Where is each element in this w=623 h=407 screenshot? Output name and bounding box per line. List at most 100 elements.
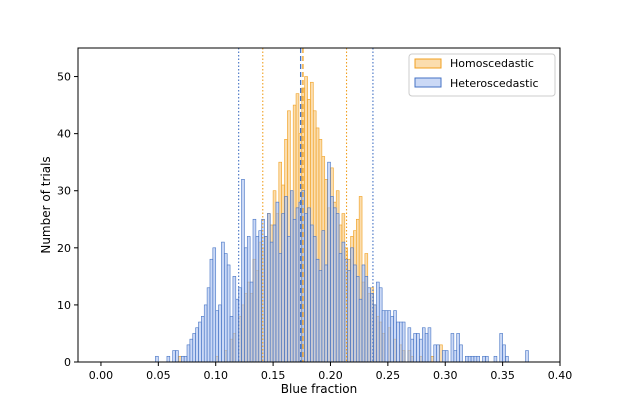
histogram-bar-heteroscedastic — [427, 327, 432, 363]
y-axis-label: Number of trials — [39, 156, 53, 253]
y-tick-label: 40 — [57, 128, 71, 141]
histogram-bar-heteroscedastic — [390, 316, 394, 363]
histogram-bar-heteroscedastic — [419, 338, 423, 363]
histogram-bar-heteroscedastic — [244, 247, 248, 363]
reference-lines-layer — [238, 48, 374, 362]
histogram-bar-heteroscedastic — [335, 213, 340, 363]
histogram-bar-heteroscedastic — [195, 327, 199, 363]
histogram-bar-heteroscedastic — [255, 236, 260, 363]
histogram-bar-heteroscedastic — [249, 281, 254, 363]
histogram-bar-heteroscedastic — [226, 264, 231, 363]
histogram-bar-heteroscedastic — [353, 264, 357, 363]
histogram-bar-heteroscedastic — [312, 236, 317, 363]
histogram-bar-heteroscedastic — [470, 355, 475, 363]
legend-box — [408, 53, 556, 97]
histogram-bar-heteroscedastic — [499, 333, 503, 363]
histogram-bar-heteroscedastic — [399, 321, 403, 363]
histogram-bar-heteroscedastic — [229, 316, 234, 363]
histogram-bar-heteroscedastic — [396, 321, 400, 363]
histogram-bar-heteroscedastic — [186, 344, 191, 363]
histogram-bar-heteroscedastic — [502, 344, 506, 363]
histogram-bar-heteroscedastic — [384, 310, 389, 363]
x-tick-label: 0.10 — [203, 369, 228, 382]
legend-swatch-heteroscedastic — [414, 77, 442, 88]
x-tick-label: 0.00 — [89, 369, 114, 382]
histogram-bar-heteroscedastic — [172, 350, 176, 363]
bars-layer — [155, 76, 529, 363]
histogram-bar-heteroscedastic — [378, 287, 383, 363]
histogram-bar-heteroscedastic — [290, 190, 294, 363]
y-axis-ticks: 0 10 20 30 40 50 — [57, 71, 78, 369]
x-tick-label: 0.40 — [548, 369, 573, 382]
histogram-bar-heteroscedastic — [473, 355, 478, 363]
histogram-bar-heteroscedastic — [218, 304, 222, 363]
histogram-bar-heteroscedastic — [258, 230, 262, 363]
legend-swatch-homoscedastic — [414, 58, 442, 69]
histogram-bar-heteroscedastic — [318, 270, 323, 363]
histogram-bar-heteroscedastic — [355, 276, 360, 363]
histogram-bar-heteroscedastic — [338, 253, 343, 363]
histogram-bar-heteroscedastic — [410, 338, 414, 363]
y-tick-label: 20 — [57, 242, 71, 255]
histogram-bar-homoscedastic — [430, 355, 435, 363]
histogram-bar-heteroscedastic — [203, 304, 208, 363]
histogram-bar-heteroscedastic — [364, 276, 369, 363]
histogram-bar-heteroscedastic — [295, 207, 300, 363]
histogram-bar-heteroscedastic — [281, 213, 285, 363]
legend: Homoscedastic Heteroscedastic — [408, 53, 556, 97]
legend-label-homoscedastic: Homoscedastic — [450, 57, 534, 70]
histogram-bar-heteroscedastic — [456, 333, 460, 363]
histogram-bar-heteroscedastic — [416, 333, 420, 363]
histogram-bar-heteroscedastic — [333, 207, 337, 363]
histogram-bar-heteroscedastic — [367, 287, 371, 363]
histogram-bar-heteroscedastic — [246, 236, 251, 363]
histogram-bar-heteroscedastic — [350, 247, 354, 363]
x-tick-label: 0.05 — [146, 369, 171, 382]
histogram-bar-heteroscedastic — [459, 344, 463, 363]
histogram-bar-heteroscedastic — [267, 213, 271, 363]
histogram-bar-heteroscedastic — [327, 161, 331, 363]
histogram-bar-heteroscedastic — [175, 350, 179, 363]
histogram-bar-heteroscedastic — [421, 327, 426, 363]
histogram-bar-heteroscedastic — [505, 355, 509, 363]
histogram-bar-heteroscedastic — [221, 241, 225, 363]
histogram-bar-heteroscedastic — [183, 355, 188, 363]
histogram-bar-heteroscedastic — [465, 355, 469, 363]
histogram-bar-heteroscedastic — [358, 298, 363, 363]
histogram-bar-heteroscedastic — [189, 338, 194, 363]
histogram-bar-heteroscedastic — [324, 264, 328, 363]
histogram-bar-heteroscedastic — [373, 304, 377, 363]
histogram-bar-heteroscedastic — [292, 218, 297, 363]
x-tick-label: 0.20 — [318, 369, 343, 382]
histogram-bar-heteroscedastic — [278, 253, 282, 363]
histogram-bar-heteroscedastic — [241, 179, 245, 363]
histogram-bar-heteroscedastic — [198, 321, 202, 363]
histogram-bar-heteroscedastic — [206, 287, 211, 363]
histogram-bar-heteroscedastic — [393, 310, 397, 363]
histogram-bar-heteroscedastic — [232, 276, 237, 363]
x-axis-ticks: 0.00 0.05 0.10 0.15 0.20 0.25 0.30 0.35 0.40 — [89, 362, 573, 382]
x-tick-label: 0.25 — [376, 369, 401, 382]
histogram-bar-heteroscedastic — [361, 264, 366, 363]
histogram-bar-heteroscedastic — [304, 213, 308, 363]
x-tick-label: 0.15 — [261, 369, 286, 382]
histogram-bar-heteroscedastic — [436, 344, 440, 363]
histogram-bar-heteroscedastic — [485, 355, 489, 363]
histogram-bar-heteroscedastic — [310, 224, 314, 363]
histogram-bar-heteroscedastic — [482, 355, 486, 363]
histogram-bar-heteroscedastic — [321, 230, 326, 363]
histogram-bar-heteroscedastic — [284, 196, 288, 363]
histogram-bar-heteroscedastic — [275, 201, 280, 363]
histogram-bar-heteroscedastic — [224, 253, 228, 363]
histogram-bar-heteroscedastic — [424, 333, 429, 363]
histogram-bar-heteroscedastic — [381, 310, 386, 363]
histogram-bar-heteroscedastic — [180, 355, 185, 363]
histogram-bar-heteroscedastic — [413, 333, 417, 363]
histogram-bar-heteroscedastic — [166, 355, 171, 363]
histogram-bar-heteroscedastic — [215, 310, 219, 363]
histogram-bar-heteroscedastic — [192, 333, 196, 363]
histogram-bar-heteroscedastic — [201, 316, 205, 363]
histogram-bar-heteroscedastic — [252, 218, 257, 363]
histogram-bar-heteroscedastic — [287, 236, 291, 363]
